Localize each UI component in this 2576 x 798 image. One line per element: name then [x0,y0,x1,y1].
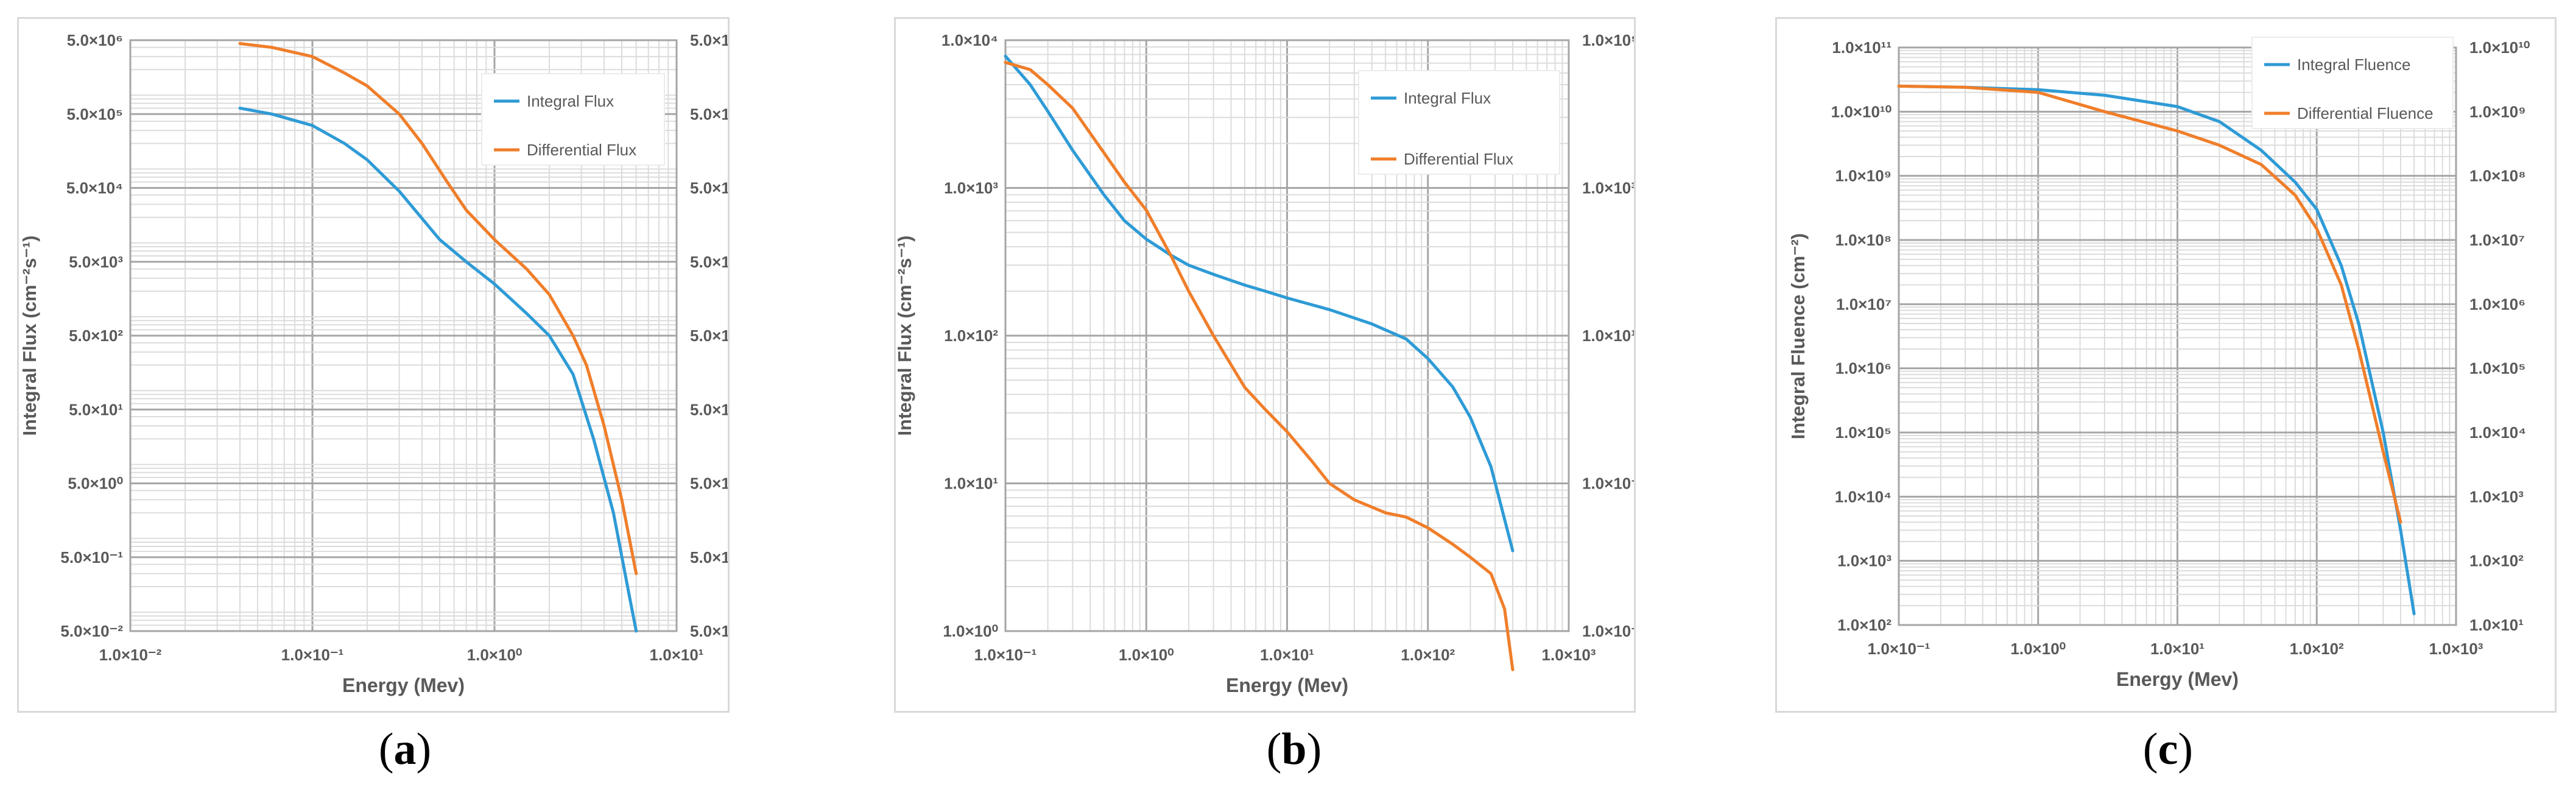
y2-tick-label: 1.0×10³ [2469,487,2524,506]
plot-area-border [1004,39,1570,632]
y-tick-label: 5.0×10⁶ [67,31,123,49]
y-tick-label: 5.0×10³ [69,253,123,271]
x-axis-title: Energy (Mev) [2116,668,2239,690]
y2-tick-label: 5.0×10¹ [690,400,728,418]
legend-label-integral-flux: Integral Flux [1404,89,1491,107]
y-tick-label: 1.0×10⁶ [1835,359,1892,378]
x-axis-title: Energy (Mev) [342,674,465,696]
y2-tick-label: 1.0×10⁶ [2469,295,2525,313]
y-tick-label: 5.0×10⁵ [67,105,123,123]
plot-area-border [129,39,678,632]
legend-label-differential-flux: Differential Flux [527,141,636,159]
legend-label-differential-fluence: Differential Fluence [2297,104,2433,122]
y2-tick-label: 1.0×10⁸ [2469,167,2526,185]
x-tick-label: 1.0×10³ [1542,646,1596,664]
y-tick-label: 1.0×10⁴ [941,31,998,49]
x-tick-label: 1.0×10² [1401,646,1455,664]
y2-tick-label: 5.0×10⁵ [690,105,728,123]
y-axis-title: Integral Flux (cm⁻²s⁻¹) [896,236,915,436]
x-axis-title: Energy (Mev) [1226,674,1348,696]
x-tick-label: 1.0×10⁻¹ [281,646,344,664]
y2-tick-label: 1.0×10³ [1582,179,1634,197]
y-axis-title: Integral Fluence (cm⁻²) [1787,233,1809,439]
x-tick-label: 1.0×10⁰ [467,646,523,664]
chart-c-svg: 1.0×10⁻¹ 1.0×10⁰ 1.0×10¹ 1.0×10² 1.0×10³ 1.0×… [1787,37,2530,690]
y2-tick-label: 5.0×10⁻¹ [690,548,728,567]
x-tick-label: 1.0×10¹ [1260,646,1314,664]
y-tick-label: 1.0×10¹ [944,475,998,493]
y-tick-label: 1.0×10³ [944,179,998,197]
y2-tick-label: 1.0×10¹⁰ [2469,38,2530,57]
plot-area-border [1898,46,2457,626]
y-tick-label: 5.0×10² [69,327,123,345]
y-tick-label: 1.0×10² [944,327,998,345]
x-tick-label: 1.0×10⁰ [1119,646,1174,664]
y-tick-label: 1.0×10¹⁰ [1831,102,1892,121]
y2-tick-label: 5.0×10⁶ [690,31,728,49]
legend-box [1358,70,1560,175]
y2-tick-label: 1.0×10⁵ [1582,31,1634,49]
y2-tick-label: 1.0×10⁷ [2469,231,2525,249]
x-tick-label: 1.0×10⁻¹ [974,646,1037,664]
x-tick-label: 1.0×10⁻¹ [1868,640,1930,658]
legend-label-integral-flux: Integral Flux [527,92,614,110]
series-line-differential-fluence [1897,84,2402,524]
y2-tick-label: 1.0×10¹ [1582,327,1634,345]
series-line-integral-fluence [1897,84,2416,615]
y2-tick-label: 5.0×10³ [690,253,728,271]
y2-tick-label: 1.0×10¹ [2469,616,2524,634]
y2-tick-label: 1.0×10⁻¹ [1582,475,1634,493]
x-tick-label: 1.0×10³ [2429,640,2483,658]
series-line-differential-flux [238,42,638,576]
y-tick-label: 1.0×10⁴ [1835,487,1892,506]
y2-tick-label: 1.0×10⁹ [2469,102,2526,121]
y2-tick-label: 5.0×10⁰ [690,475,728,493]
chart-a-svg: 1.0×10⁻² 1.0×10⁻¹ 1.0×10⁰ 1.0×10¹ 5.0×10⁻² 5.… [19,31,728,696]
y2-tick-label: 5.0×10² [690,327,728,345]
y2-tick-label: 1.0×10⁵ [2469,359,2525,378]
y-tick-label: 1.0×10⁷ [1836,295,1892,313]
y-tick-label: 5.0×10⁰ [68,475,123,493]
y2-tick-label: 1.0×10⁻³ [1582,622,1634,640]
y2-tick-label: 1.0×10² [2469,552,2524,570]
x-tick-label: 1.0×10⁻² [99,646,162,664]
y-tick-label: 1.0×10⁸ [1835,231,1892,249]
chart-panel-b: 1.0×10⁻¹ 1.0×10⁰ 1.0×10¹ 1.0×10² 1.0×10³ 1.0×… [894,17,1636,713]
x-tick-label: 1.0×10¹ [650,646,704,664]
caption-b: (b) [1266,724,1322,774]
legend-label-integral-fluence: Integral Fluence [2297,55,2410,74]
chart-panel-a: 1.0×10⁻² 1.0×10⁻¹ 1.0×10⁰ 1.0×10¹ 5.0×10⁻² 5.… [17,17,730,713]
y2-tick-label: 5.0×10⁻² [690,622,728,640]
series-line-integral-flux [1004,54,1515,553]
x-tick-label: 1.0×10² [2290,640,2344,658]
x-tick-label: 1.0×10¹ [2150,640,2205,658]
x-tick-label: 1.0×10⁰ [2010,640,2066,658]
y-tick-label: 5.0×10⁴ [66,179,123,197]
series-line-integral-flux [238,107,638,633]
chart-b-svg: 1.0×10⁻¹ 1.0×10⁰ 1.0×10¹ 1.0×10² 1.0×10³ 1.0×… [896,31,1634,696]
y-tick-label: 1.0×10⁵ [1835,423,1892,442]
y-tick-label: 1.0×10² [1837,616,1892,634]
y-tick-label: 5.0×10⁻² [60,622,123,640]
y-tick-label: 1.0×10¹¹ [1832,38,1892,57]
y-tick-label: 5.0×10¹ [69,400,123,418]
chart-panel-c: 1.0×10⁻¹ 1.0×10⁰ 1.0×10¹ 1.0×10² 1.0×10³ 1.0×… [1775,17,2557,713]
legend-label-differential-flux: Differential Flux [1404,150,1513,168]
series-line-differential-flux [1004,61,1515,671]
y2-tick-label: 1.0×10⁴ [2469,423,2526,442]
caption-c: (c) [2142,724,2194,774]
y-tick-label: 1.0×10³ [1837,552,1892,570]
y-axis-title: Integral Flux (cm⁻²s⁻¹) [19,236,40,436]
y-tick-label: 1.0×10⁹ [1835,167,1892,185]
y-tick-label: 1.0×10⁰ [943,622,998,640]
y2-tick-label: 5.0×10⁴ [690,179,728,197]
y-tick-label: 5.0×10⁻¹ [60,548,123,567]
caption-a: (a) [378,724,432,774]
